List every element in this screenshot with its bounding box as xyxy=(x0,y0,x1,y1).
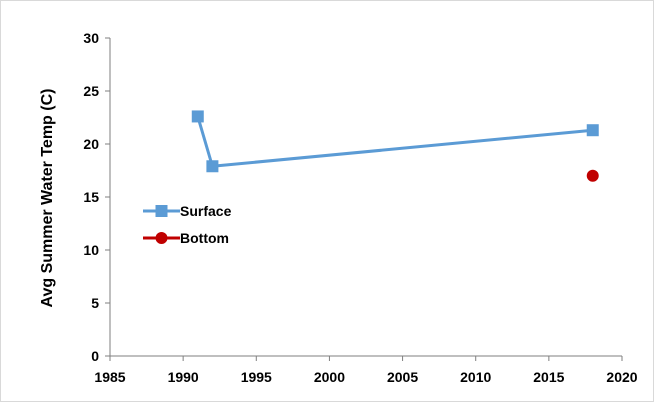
legend-item-surface: Surface xyxy=(143,203,232,219)
y-tick-label: 30 xyxy=(83,30,99,46)
x-tick-label: 2000 xyxy=(314,369,345,385)
legend-marker-surface xyxy=(155,205,168,217)
surface-data-point xyxy=(586,124,599,137)
surface-data-point xyxy=(206,160,219,173)
surface-data-point xyxy=(191,110,204,123)
x-tick-label: 2010 xyxy=(460,369,491,385)
y-tick-label: 10 xyxy=(83,242,99,258)
series-bottom xyxy=(586,169,599,182)
y-tick-label: 20 xyxy=(83,136,99,152)
axes xyxy=(105,37,623,361)
x-tick-label: 1995 xyxy=(241,369,272,385)
tick-labels: 0 5 10 15 20 25 30 1985 1990 1995 2000 2005 2010 2015… xyxy=(83,30,637,385)
legend-marker-bottom xyxy=(155,232,168,244)
legend-item-bottom: Bottom xyxy=(143,230,229,246)
bottom-data-point xyxy=(586,169,599,182)
x-tick-label: 2015 xyxy=(533,369,564,385)
series-layer xyxy=(191,110,599,182)
y-tick-label: 0 xyxy=(91,348,99,364)
x-tick-label: 2020 xyxy=(606,369,637,385)
x-tick-label: 1990 xyxy=(168,369,199,385)
x-tick-label: 2005 xyxy=(387,369,418,385)
y-tick-label: 25 xyxy=(83,83,99,99)
y-axis-title: Avg Summer Water Temp (C) xyxy=(39,89,56,308)
legend-label-bottom: Bottom xyxy=(180,230,229,246)
legend: Surface Bottom xyxy=(143,203,232,246)
y-tick-label: 5 xyxy=(91,295,99,311)
legend-label-surface: Surface xyxy=(180,203,232,219)
series-surface xyxy=(191,110,599,173)
x-tick-label: 1985 xyxy=(94,369,125,385)
y-tick-label: 15 xyxy=(83,189,99,205)
